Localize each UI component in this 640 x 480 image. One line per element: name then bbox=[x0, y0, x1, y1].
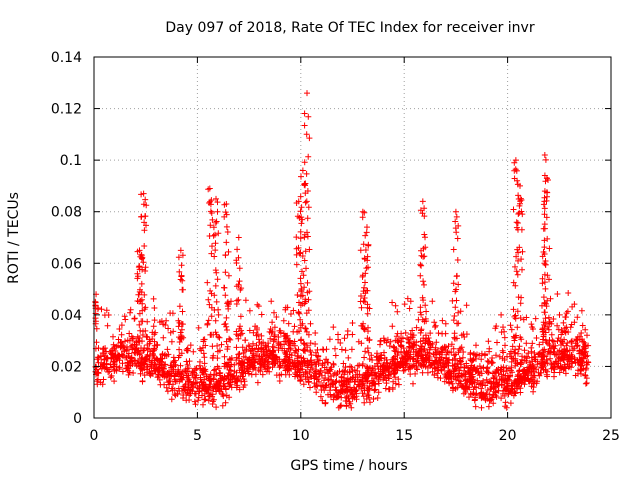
x-tick-label: 15 bbox=[395, 428, 413, 444]
roti-peak-point bbox=[235, 234, 242, 241]
y-tick-label: 0.06 bbox=[51, 256, 82, 272]
data-points bbox=[92, 90, 592, 411]
roti-peak-point bbox=[359, 208, 366, 215]
roti-peak-point bbox=[295, 198, 302, 205]
y-tick-label: 0.02 bbox=[51, 359, 82, 375]
roti-peak-point bbox=[177, 247, 184, 254]
x-tick-label: 5 bbox=[193, 428, 202, 444]
x-tick-label: 20 bbox=[499, 428, 517, 444]
y-tick-label: 0.12 bbox=[51, 102, 82, 118]
x-axis-label: GPS time / hours bbox=[290, 458, 407, 474]
axis-tick-labels: 0 5 10 15 20 25 0 0.02 0.04 0.06 0.08 0.1 0.12 0.14 bbox=[51, 50, 620, 444]
roti-peak-point bbox=[206, 185, 213, 192]
roti-peak-point bbox=[541, 151, 548, 158]
y-axis-label: ROTI / TECUs bbox=[6, 192, 22, 284]
roti-points-band bbox=[92, 110, 592, 411]
x-tick-label: 10 bbox=[292, 428, 310, 444]
y-tick-label: 0 bbox=[73, 411, 82, 427]
roti-peak-point bbox=[299, 167, 306, 174]
roti-peak-point bbox=[512, 157, 519, 164]
y-tick-label: 0.08 bbox=[51, 205, 82, 221]
roti-peak-point bbox=[419, 198, 426, 205]
y-tick-label: 0.04 bbox=[51, 308, 82, 324]
roti-peak-point bbox=[136, 247, 143, 254]
roti-peak-point bbox=[517, 182, 524, 189]
x-tick-label: 25 bbox=[602, 428, 620, 444]
roti-peak-point bbox=[363, 224, 370, 231]
roti-peak-point bbox=[452, 208, 459, 215]
roti-peak-point bbox=[223, 200, 230, 207]
chart-title: Day 097 of 2018, Rate Of TEC Index for r… bbox=[165, 20, 534, 36]
roti-peak-point bbox=[140, 190, 147, 197]
y-tick-label: 0.14 bbox=[51, 50, 82, 66]
plot-frame bbox=[93, 56, 612, 419]
roti-peak-point bbox=[543, 175, 550, 182]
roti-peak-point bbox=[213, 195, 220, 202]
x-tick-label: 0 bbox=[90, 428, 99, 444]
y-tick-label: 0.1 bbox=[60, 153, 82, 169]
axis-ticks bbox=[93, 56, 612, 419]
roti-peak-point bbox=[304, 90, 311, 97]
